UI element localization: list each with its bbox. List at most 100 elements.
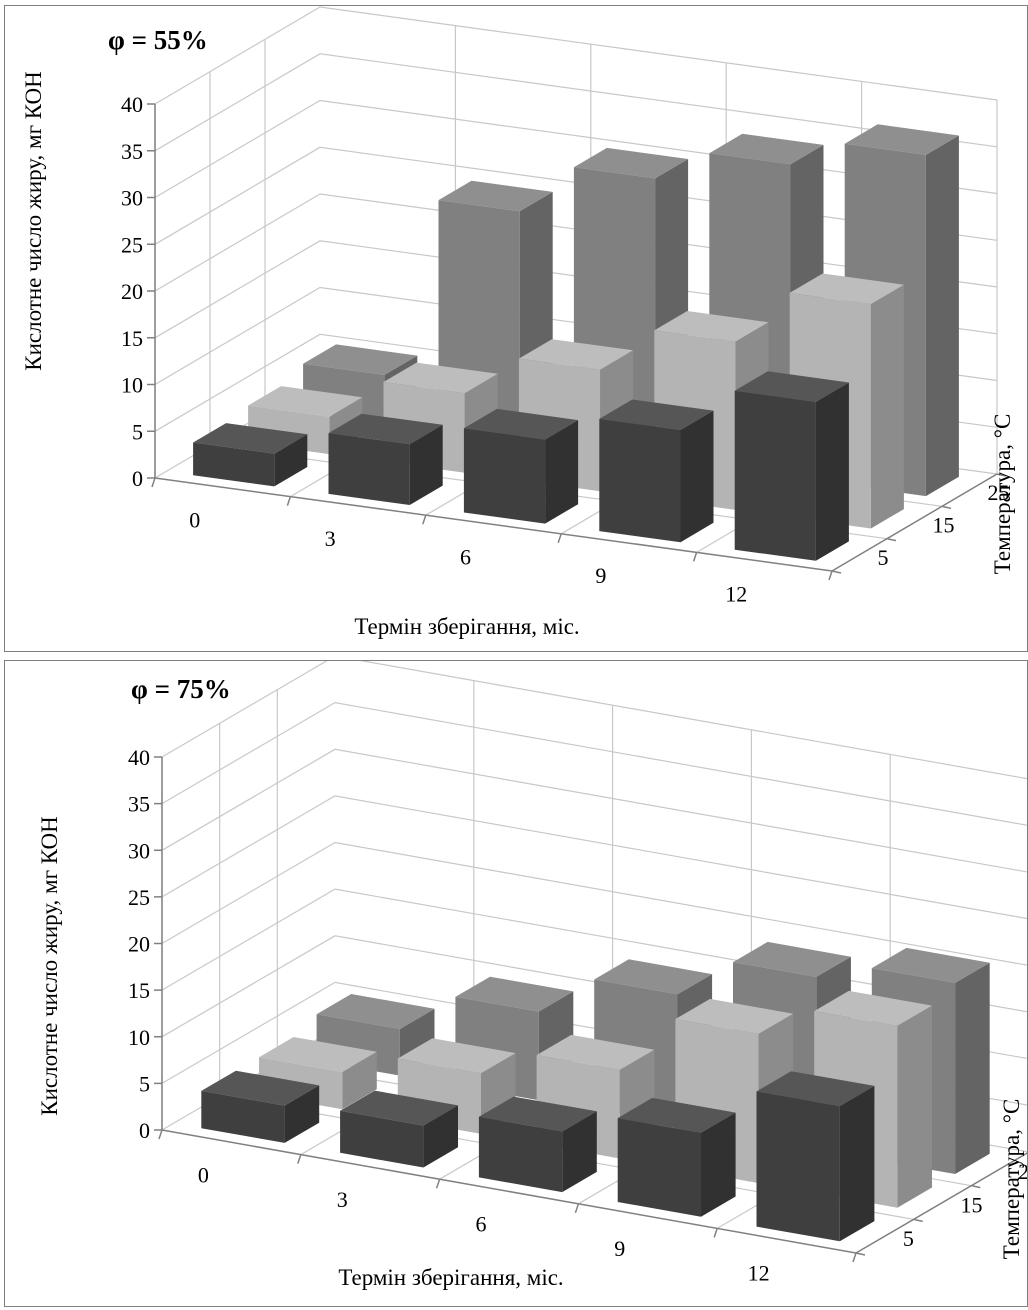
bar-top-face <box>383 362 498 394</box>
depth-axis-line <box>855 1152 1027 1254</box>
bar-front-face <box>201 1090 285 1143</box>
bar <box>340 1090 458 1168</box>
bar-top-face <box>328 413 443 445</box>
depth-tick-label: 15 <box>933 513 955 538</box>
bar <box>201 1070 320 1143</box>
y-axis-title: Кислотне число жиру, мг КОН <box>21 71 46 370</box>
depth-tick-label: 5 <box>903 1226 914 1251</box>
bar-top-face <box>617 1097 736 1133</box>
x-tick-label: 0 <box>198 1162 209 1187</box>
x-tick-label: 9 <box>614 1236 625 1261</box>
bar-top-face <box>844 124 959 155</box>
bar-top-face <box>438 180 553 212</box>
bar-front-face <box>193 442 275 487</box>
bar-top-face <box>340 1090 458 1126</box>
depth-tick <box>996 473 1007 477</box>
bar-top-face <box>709 133 824 165</box>
bar-top-face <box>478 1096 597 1132</box>
bar-side-face <box>701 1112 736 1217</box>
bar <box>478 1096 597 1193</box>
bar-top-face <box>814 990 932 1026</box>
bar-top-face <box>573 147 689 179</box>
gridline <box>161 841 1027 966</box>
bar-top-face <box>201 1070 320 1106</box>
y-tick-label: 5 <box>139 1071 150 1096</box>
y-tick-label: 30 <box>121 186 143 211</box>
gridline <box>161 748 1027 873</box>
depth-axis-title: Температура, °С <box>999 1099 1024 1260</box>
depth-tick-label: 25 <box>988 480 1010 505</box>
axes: 0 5 10 15 20 25 30 35 40 0 3 6 9 12 5 15 25 <box>128 745 1027 1286</box>
depth-tick-label: 5 <box>878 545 889 570</box>
bar-chart-3d: 0 5 10 15 20 25 30 35 40 0 3 6 9 12 5 15 25 φ = 75% Кислот… <box>37 661 1027 1290</box>
depth-tick <box>971 1184 981 1189</box>
x-tick <box>158 1129 163 1140</box>
y-tick-label: 0 <box>132 466 143 491</box>
y-tick-label: 35 <box>121 139 143 164</box>
bar-side-face <box>274 434 308 487</box>
x-tick <box>297 1154 302 1164</box>
bar-top-face <box>259 1037 377 1072</box>
bar-side-face <box>815 382 849 561</box>
gridline <box>161 795 1027 920</box>
bar-side-face <box>342 1051 377 1110</box>
bar-top-face <box>733 941 851 977</box>
x-tick-label: 12 <box>725 582 747 607</box>
y-tick-label: 25 <box>121 232 143 257</box>
bar-top-face <box>248 386 363 417</box>
x-tick <box>422 514 427 525</box>
x-tick <box>692 552 698 562</box>
bar-side-face <box>409 424 443 505</box>
bar-top-face <box>303 344 418 375</box>
x-tick <box>557 533 562 544</box>
bar <box>756 1071 875 1242</box>
y-tick-label: 40 <box>121 92 143 117</box>
bar-side-face <box>839 1085 875 1242</box>
bar <box>328 413 443 505</box>
bar-side-face <box>284 1085 320 1143</box>
bar-top-face <box>518 339 634 370</box>
bar-side-face <box>545 420 579 524</box>
bar-top-face <box>599 399 714 430</box>
x-axis-line <box>161 1129 857 1254</box>
bar-front-face <box>340 1110 424 1168</box>
bar-front-face <box>734 390 816 561</box>
x-tick-label: 3 <box>337 1187 348 1212</box>
bar-top-face <box>536 1034 655 1070</box>
bar-top-face <box>193 423 308 454</box>
x-tick <box>713 1228 718 1238</box>
x-tick-label: 6 <box>476 1212 487 1237</box>
bar-side-face <box>897 1005 932 1208</box>
bar-top-face <box>455 976 574 1012</box>
bar-top-face <box>463 408 579 440</box>
bar-top-face <box>397 1038 516 1074</box>
x-tick-label: 12 <box>748 1261 770 1286</box>
bar-top-face <box>316 994 435 1029</box>
bar-top-face <box>789 273 904 305</box>
depth-tick <box>886 537 897 542</box>
gridline <box>161 701 1027 826</box>
x-tick <box>151 477 156 488</box>
y-tick-label: 20 <box>121 279 143 304</box>
bar-front-face <box>599 418 681 543</box>
bar-side-face <box>562 1111 597 1193</box>
depth-axis-title: Температура, °С <box>990 414 1015 575</box>
bar-top-face <box>756 1071 875 1107</box>
y-tick-label: 10 <box>121 373 143 398</box>
axes: 0 5 10 15 20 25 30 35 40 0 3 6 9 12 5 15 25 <box>121 92 1010 607</box>
bar-side-face <box>680 410 714 543</box>
gridline <box>161 661 1027 780</box>
bar <box>193 423 308 487</box>
x-tick <box>828 570 833 581</box>
bar-side-face <box>955 962 990 1174</box>
bar-front-face <box>478 1116 563 1193</box>
chart-panel-humidity-75: 0 5 10 15 20 25 30 35 40 0 3 6 9 12 5 15 25 φ = 75% Кислот… <box>4 660 1028 1307</box>
depth-tick <box>831 570 842 574</box>
x-tick-label: 9 <box>595 563 606 588</box>
bar-side-face <box>925 135 959 497</box>
bar-front-face <box>463 428 546 524</box>
bar <box>599 399 714 543</box>
x-tick-label: 6 <box>460 545 471 570</box>
bars <box>193 124 959 561</box>
y-tick-label: 15 <box>128 978 150 1003</box>
